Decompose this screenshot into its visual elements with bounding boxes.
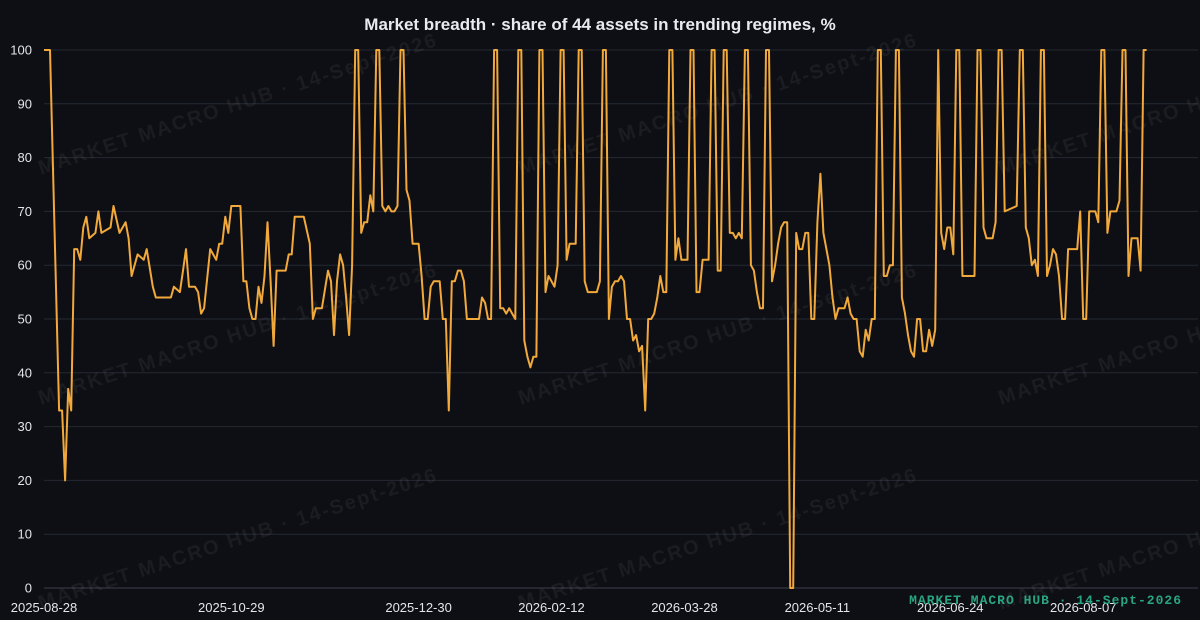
brand-watermark: MARKET MACRO HUB · 14-Sept-2026: [909, 593, 1182, 608]
y-tick-label: 90: [18, 96, 32, 111]
y-tick-label: 100: [10, 43, 32, 58]
x-tick-label: 2026-08-07: [1050, 600, 1117, 615]
watermark-text: MARKET MACRO HUB · 14-Sept-2026: [996, 259, 1200, 409]
y-tick-label: 0: [25, 581, 32, 596]
chart-title: Market breadth · share of 44 assets in t…: [364, 15, 835, 34]
x-tick-label: 2025-08-28: [11, 600, 78, 615]
watermark-text: MARKET MACRO HUB · 14-Sept-2026: [36, 464, 441, 614]
watermark-text: MARKET MACRO HUB · 14-Sept-2026: [516, 464, 921, 614]
x-tick-label: 2025-12-30: [385, 600, 452, 615]
series-line: [44, 49, 1147, 589]
watermark-text: MARKET MACRO HUB · 14-Sept-2026: [516, 259, 921, 409]
x-tick-label: 2026-06-24: [917, 600, 984, 615]
y-axis: 0 10 20 30 40 50 60 70 80 90 100: [10, 43, 32, 596]
y-tick-label: 80: [18, 150, 32, 165]
x-tick-label: 2025-10-29: [198, 600, 265, 615]
series-layer: [44, 49, 1147, 589]
x-axis: 2025-08-28 2025-10-29 2025-12-30 2026-02-12…: [11, 600, 1117, 615]
x-tick-label: 2026-05-11: [785, 600, 851, 615]
y-tick-label: 20: [18, 473, 32, 488]
watermark-text: MARKET MACRO HUB · 14-Sept-2026: [36, 259, 441, 409]
y-tick-label: 40: [18, 365, 32, 380]
y-tick-label: 60: [18, 258, 32, 273]
y-tick-label: 30: [18, 419, 32, 434]
watermark-layer: MARKET MACRO HUB · 14-Sept-2026 MARKET MA…: [36, 29, 1200, 614]
x-tick-label: 2026-03-28: [651, 600, 718, 615]
watermark-text: MARKET MACRO HUB · 14-Sept-2026: [996, 464, 1200, 614]
x-tick-label: 2026-02-12: [518, 600, 585, 615]
grid: [44, 49, 1198, 589]
y-tick-label: 50: [18, 312, 32, 327]
y-tick-label: 10: [18, 527, 32, 542]
y-tick-label: 70: [18, 204, 32, 219]
